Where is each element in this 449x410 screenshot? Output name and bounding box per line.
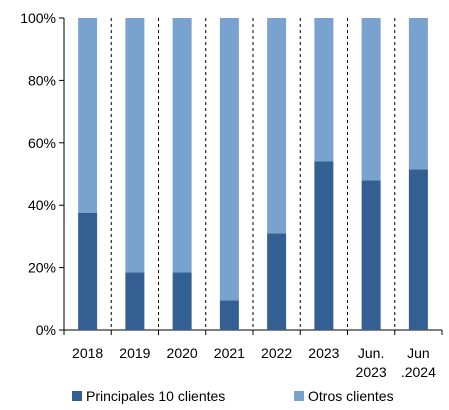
legend-label-otros: Otros clientes <box>308 388 394 404</box>
bar-principales-1 <box>125 272 145 330</box>
legend-label-principales: Principales 10 clientes <box>86 388 226 404</box>
x-tick-label-6-line-1: 2023 <box>356 364 387 380</box>
x-tick-label-0: 2018 <box>72 345 103 361</box>
y-tick-label-5: 100% <box>20 10 56 26</box>
bar-principales-0 <box>78 213 98 330</box>
bar-otros-5 <box>314 18 334 162</box>
y-tick-label-3: 60% <box>28 135 56 151</box>
x-tick-label-3: 2021 <box>214 345 245 361</box>
bar-otros-6 <box>361 18 381 181</box>
bar-otros-7 <box>408 18 428 170</box>
y-tick-label-4: 80% <box>28 72 56 88</box>
bar-principales-3 <box>219 300 239 330</box>
x-tick-label-6-line-0: Jun. <box>358 345 384 361</box>
x-tick-label-5: 2023 <box>308 345 339 361</box>
legend-item-principales: Principales 10 clientes <box>72 388 225 404</box>
legend-swatch-otros <box>294 391 304 401</box>
bar-principales-7 <box>408 169 428 330</box>
y-tick-label-1: 20% <box>28 260 56 276</box>
x-tick-label-4: 2022 <box>261 345 292 361</box>
y-tick-label-2: 40% <box>28 197 56 213</box>
x-tick-label-7-line-0: Jun <box>407 345 430 361</box>
x-tick-label-1: 2019 <box>119 345 150 361</box>
bar-otros-4 <box>267 18 287 234</box>
bar-otros-0 <box>78 18 98 213</box>
bar-principales-5 <box>314 161 334 330</box>
x-tick-label-2: 2020 <box>167 345 198 361</box>
bar-otros-3 <box>219 18 239 301</box>
x-tick-label-7-line-1: .2024 <box>401 364 436 380</box>
stacked-bar-chart: 0% 20% 40% 60% 80% 100% 2018 2019 2020 2021 2022 20… <box>20 10 443 380</box>
legend: Principales 10 clientes Otros clientes <box>0 388 449 408</box>
bar-otros-1 <box>125 18 145 273</box>
bar-principales-2 <box>172 272 192 330</box>
legend-item-otros: Otros clientes <box>294 388 394 404</box>
y-tick-label-0: 0% <box>36 322 56 338</box>
bar-principales-6 <box>361 180 381 330</box>
bar-principales-4 <box>267 233 287 330</box>
legend-swatch-principales <box>72 391 82 401</box>
bar-otros-2 <box>172 18 192 273</box>
